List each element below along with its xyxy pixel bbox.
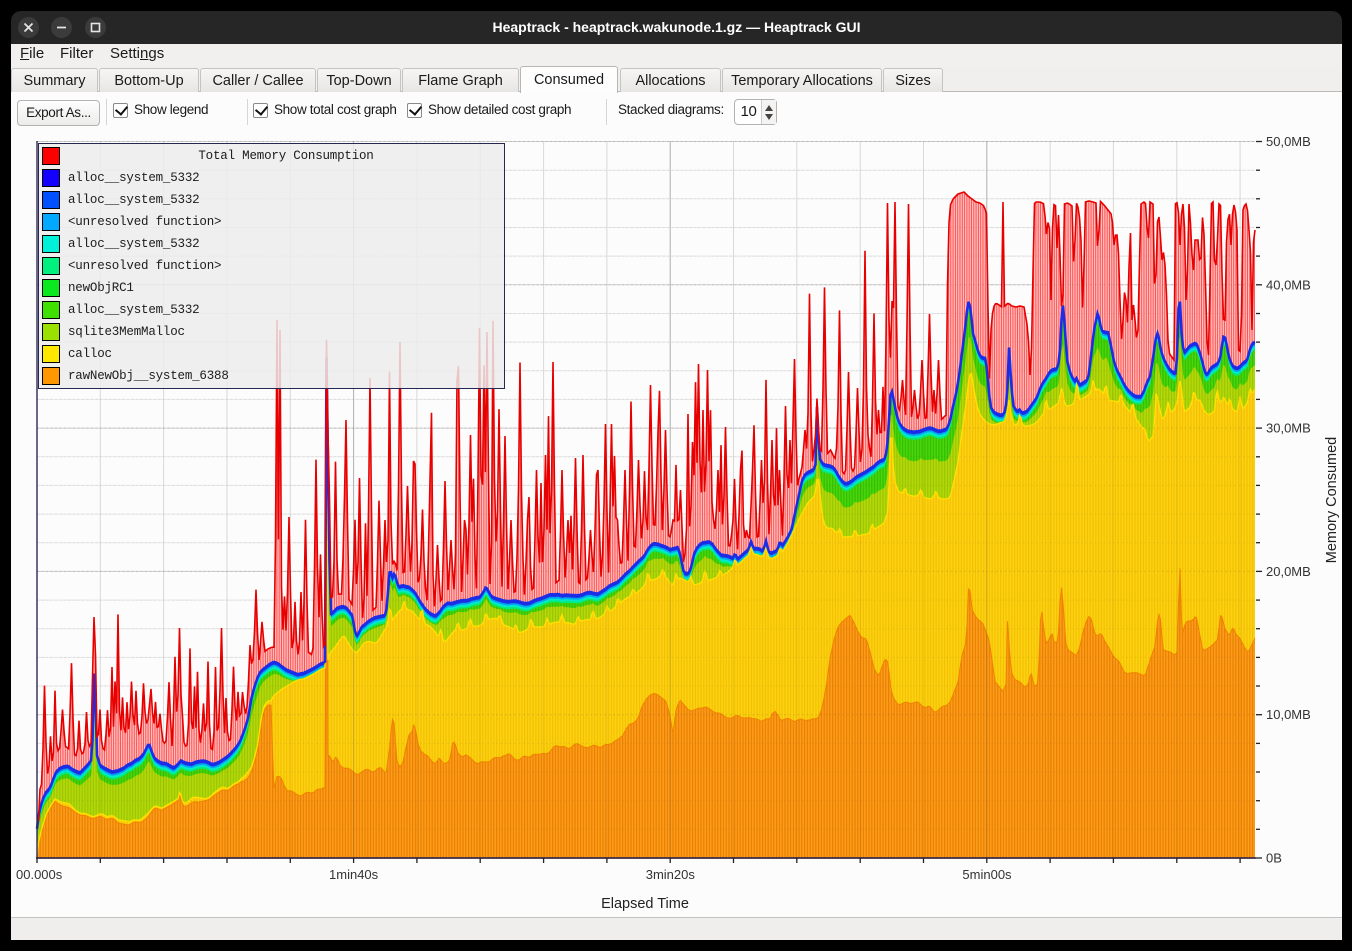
svg-text:00.000s: 00.000s bbox=[16, 867, 63, 882]
svg-text:40,0MB: 40,0MB bbox=[1266, 277, 1311, 292]
svg-text:0B: 0B bbox=[1266, 851, 1282, 866]
svg-text:Memory Consumed: Memory Consumed bbox=[1324, 437, 1340, 564]
svg-text:3min20s: 3min20s bbox=[646, 867, 696, 882]
svg-text:30,0MB: 30,0MB bbox=[1266, 421, 1311, 436]
svg-text:20,0MB: 20,0MB bbox=[1266, 564, 1311, 579]
svg-text:10,0MB: 10,0MB bbox=[1266, 707, 1311, 722]
svg-text:1min40s: 1min40s bbox=[329, 867, 379, 882]
svg-text:Elapsed Time: Elapsed Time bbox=[601, 896, 689, 912]
svg-text:5min00s: 5min00s bbox=[962, 867, 1012, 882]
svg-text:50,0MB: 50,0MB bbox=[1266, 134, 1311, 149]
